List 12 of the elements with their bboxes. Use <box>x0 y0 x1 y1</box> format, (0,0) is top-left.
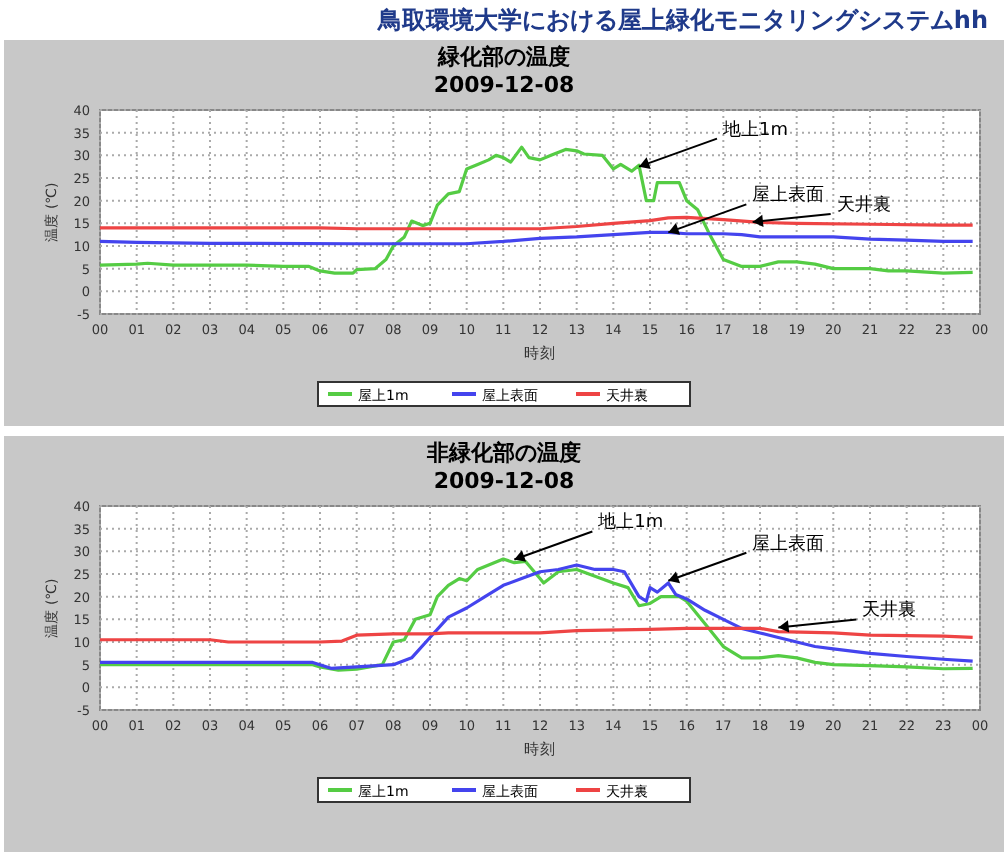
annotation: 地上1m <box>721 118 788 141</box>
annotation: 天井裏 <box>836 193 891 216</box>
chart-title: 非緑化部の温度 <box>425 440 581 466</box>
chart-title: 緑化部の温度 <box>436 44 570 70</box>
annotation: 屋上表面 <box>752 184 825 207</box>
line-series <box>98 145 975 275</box>
chart-subtitle: 2009-12-08 <box>433 72 575 98</box>
annotation: 屋上表面 <box>752 532 825 555</box>
text: 鳥取環境大学における屋上緑化モニタリングシステムhh <box>375 6 988 34</box>
annotation: 天井裏 <box>862 599 917 622</box>
annotation: 地上1m <box>596 511 664 534</box>
chart-subtitle: 2009-12-08 <box>433 468 575 494</box>
